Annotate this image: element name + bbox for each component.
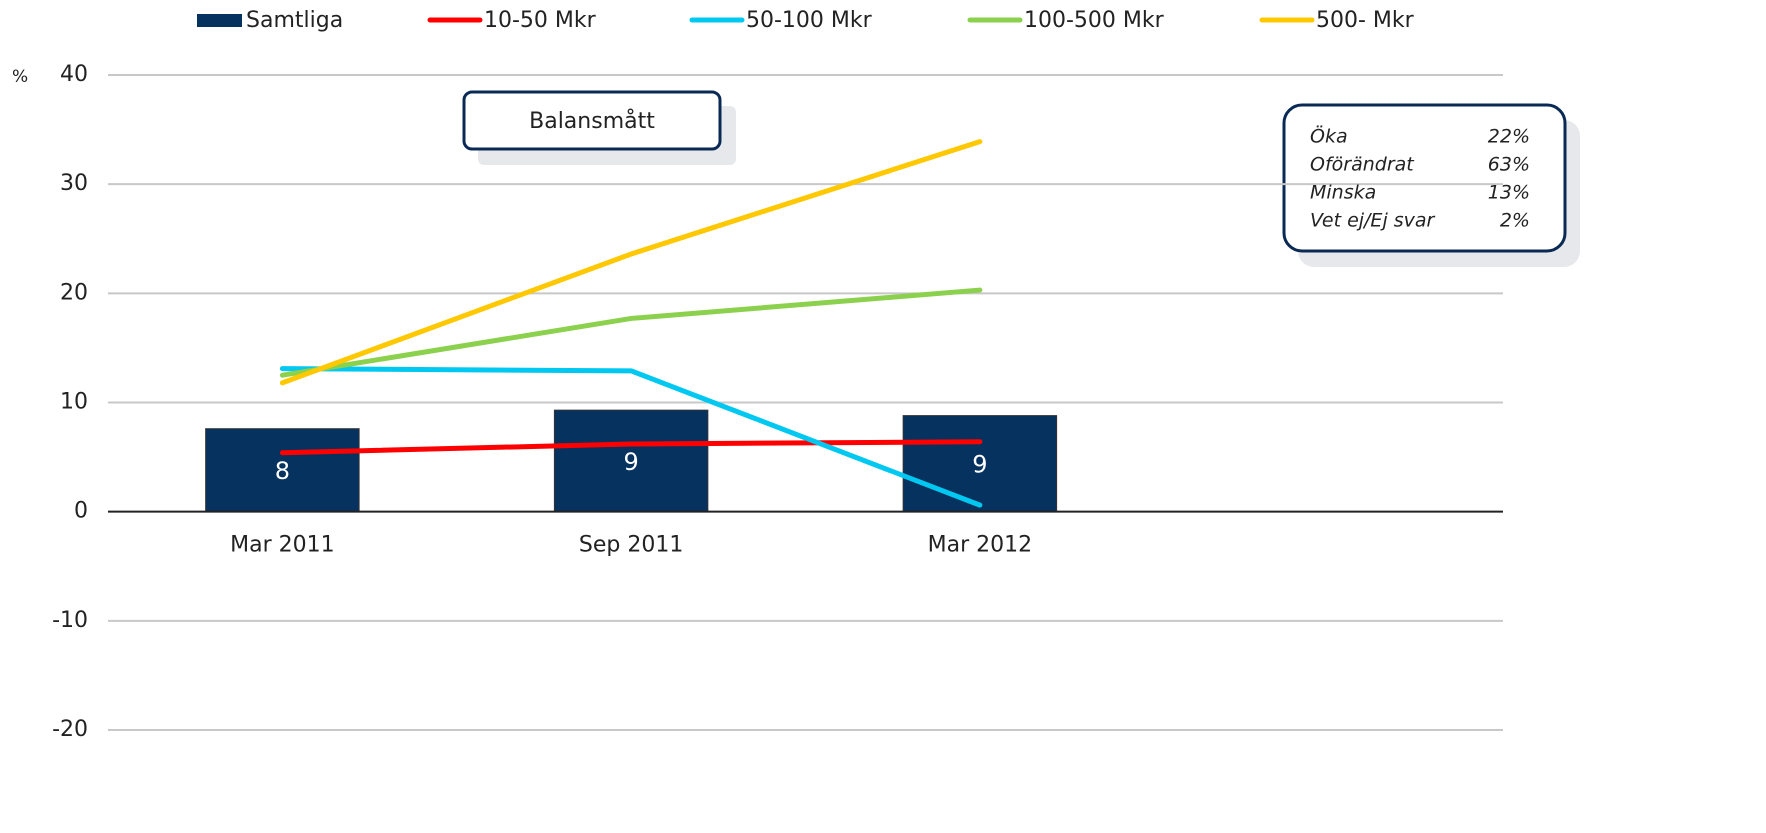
x-tick-label: Mar 2012 [928,533,1033,558]
info-box [1282,103,1567,253]
line-series [279,366,983,508]
legend-label: Samtliga [246,8,343,33]
info-label: Oförändrat [1310,154,1415,176]
info-label: Vet ej/Ej svar [1310,210,1436,232]
info-value: 22% [1488,126,1530,148]
line-series [279,139,983,386]
info-value: 2% [1500,210,1530,232]
annotation-box [462,90,722,151]
legend-swatch [197,14,242,27]
info-value: 63% [1488,154,1530,176]
y-tick-label: 30 [60,171,88,196]
y-tick-label: 0 [74,499,88,524]
x-tick-label: Mar 2011 [230,533,335,558]
bar-value-label: 9 [623,448,638,476]
y-tick-label: 40 [60,62,88,87]
line-series [279,439,983,456]
legend-label: 10-50 Mkr [484,8,597,33]
bar-value-label: 8 [275,457,290,485]
info-box-content: Öka 22% Oförändrat 63% Minska 13% Vet ej/Ej sv… [1310,125,1530,232]
line-series [279,287,983,378]
legend-label: 50-100 Mkr [746,8,873,33]
y-tick-label: -20 [52,717,88,742]
bar [553,409,709,513]
info-label: Minska [1310,182,1376,204]
annotation: Balansmått [529,108,655,134]
info-value: 13% [1488,182,1530,204]
y-tick-label: -10 [52,608,88,633]
legend-label: 100-500 Mkr [1024,8,1165,33]
bar [902,415,1058,513]
y-tick-label: 20 [60,280,88,305]
bar-value-label: 9 [972,451,987,479]
bar [205,428,360,513]
x-tick-label: Sep 2011 [579,533,683,558]
info-label: Öka [1310,125,1348,148]
y-tick-label: 10 [60,390,88,415]
unit-label: % [12,67,28,87]
legend-label: 500- Mkr [1316,8,1415,33]
